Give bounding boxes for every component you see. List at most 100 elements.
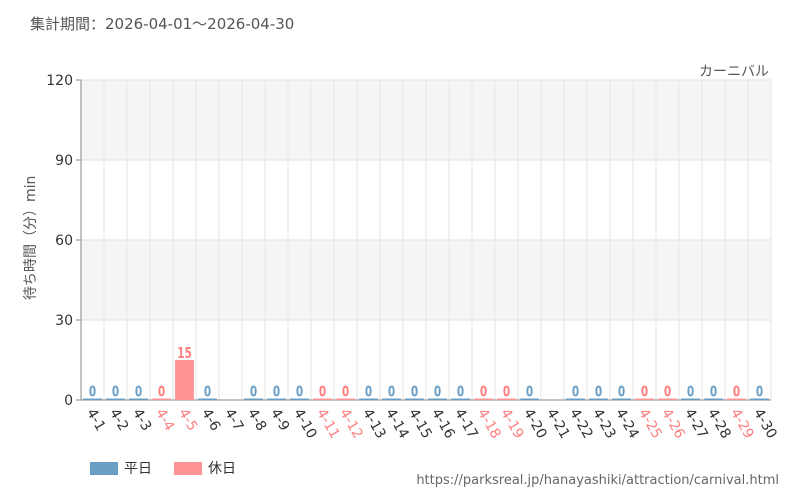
y-tick-label: 30	[55, 313, 73, 329]
bar-4-6	[198, 398, 217, 400]
x-tick-label: 4-13	[359, 406, 389, 442]
bar-4-25	[635, 398, 654, 400]
bar-4-12	[336, 398, 355, 400]
attraction-name: カーニバル	[699, 64, 769, 80]
bar-4-16	[428, 398, 447, 400]
bar-value-label: 0	[319, 384, 326, 401]
bar-4-10	[290, 398, 309, 400]
bar-4-19	[497, 398, 516, 400]
bar-value-label: 0	[526, 384, 533, 401]
bar-4-5	[175, 360, 194, 400]
x-tick-label: 4-8	[244, 406, 269, 434]
bar-4-13	[359, 398, 378, 400]
x-tick-label: 4-14	[382, 406, 412, 442]
bar-4-4	[152, 398, 171, 400]
bar-value-label: 0	[365, 384, 372, 401]
bar-value-label: 0	[112, 384, 119, 401]
bar-4-22	[566, 398, 585, 400]
bar-4-18	[474, 398, 493, 400]
bar-value-label: 0	[733, 384, 740, 401]
bar-value-label: 0	[158, 384, 165, 401]
bar-4-11	[313, 398, 332, 400]
bar-value-label: 0	[756, 384, 763, 401]
x-tick-label: 4-29	[727, 406, 757, 442]
period-label: 集計期間：2026-04-01～2026-04-30	[30, 15, 295, 33]
x-tick-label: 4-12	[336, 406, 366, 442]
x-tick-label: 4-21	[543, 406, 573, 442]
x-tick-label: 4-25	[635, 406, 665, 442]
x-tick-label: 4-4	[152, 406, 177, 434]
source-url-link[interactable]: https://parksreal.jp/hanayashiki/attract…	[416, 473, 779, 488]
bar-4-14	[382, 398, 401, 400]
y-tick-label: 0	[64, 393, 73, 409]
bar-value-label: 0	[342, 384, 349, 401]
bar-value-label: 0	[664, 384, 671, 401]
legend-label-weekday: 平日	[124, 461, 152, 477]
bar-4-17	[451, 398, 470, 400]
y-tick-label: 60	[55, 233, 73, 249]
x-tick-label: 4-24	[612, 406, 642, 442]
bar-value-label: 0	[687, 384, 694, 401]
bar-4-15	[405, 398, 424, 400]
x-tick-label: 4-27	[681, 406, 711, 442]
bar-value-label: 0	[89, 384, 96, 401]
bar-4-26	[658, 398, 677, 400]
bar-4-20	[520, 398, 539, 400]
legend: 平日 休日	[90, 458, 258, 478]
y-tick-label: 120	[46, 73, 73, 89]
bar-4-30	[750, 398, 769, 400]
x-tick-label: 4-7	[221, 406, 246, 434]
x-tick-label: 4-3	[129, 406, 154, 434]
x-tick-label: 4-26	[658, 406, 688, 442]
bar-4-2	[106, 398, 125, 400]
x-tick-label: 4-19	[497, 406, 527, 442]
bar-value-label: 0	[457, 384, 464, 401]
x-tick-label: 4-16	[428, 406, 458, 442]
legend-label-holiday: 休日	[208, 461, 236, 477]
legend-swatch-weekday	[90, 461, 118, 475]
bar-value-label: 0	[480, 384, 487, 401]
bar-value-label: 0	[572, 384, 579, 401]
bar-value-label: 0	[641, 384, 648, 401]
x-tick-label: 4-15	[405, 406, 435, 442]
bar-value-label: 0	[273, 384, 280, 401]
bar-value-label: 15	[177, 345, 192, 362]
bar-value-label: 0	[618, 384, 625, 401]
y-tick-label: 90	[55, 153, 73, 169]
x-tick-label: 4-28	[704, 406, 734, 442]
legend-item-holiday[interactable]: 休日	[174, 458, 236, 478]
x-tick-label: 4-20	[520, 406, 550, 442]
bar-4-3	[129, 398, 148, 400]
x-tick-label: 4-10	[290, 406, 320, 442]
x-tick-label: 4-18	[474, 406, 504, 442]
bar-4-29	[727, 398, 746, 400]
bar-value-label: 0	[250, 384, 257, 401]
x-tick-label: 4-30	[750, 406, 780, 442]
bar-value-label: 0	[411, 384, 418, 401]
bar-4-1	[83, 398, 102, 400]
x-tick-label: 4-11	[313, 406, 343, 442]
x-tick-label: 4-17	[451, 406, 481, 442]
bar-4-27	[681, 398, 700, 400]
legend-item-weekday[interactable]: 平日	[90, 458, 152, 478]
bar-4-28	[704, 398, 723, 400]
bar-4-24	[612, 398, 631, 400]
x-tick-label: 4-2	[106, 406, 131, 434]
x-tick-label: 4-9	[267, 406, 292, 434]
bar-value-label: 0	[595, 384, 602, 401]
bar-value-label: 0	[503, 384, 510, 401]
x-tick-label: 4-6	[198, 406, 223, 434]
bar-4-9	[267, 398, 286, 400]
bar-value-label: 0	[710, 384, 717, 401]
bar-4-23	[589, 398, 608, 400]
bar-value-label: 0	[204, 384, 211, 401]
bar-4-8	[244, 398, 263, 400]
x-tick-label: 4-23	[589, 406, 619, 442]
bar-value-label: 0	[296, 384, 303, 401]
x-tick-label: 4-5	[175, 406, 200, 434]
bar-value-label: 0	[135, 384, 142, 401]
bar-value-label: 0	[388, 384, 395, 401]
x-tick-label: 4-22	[566, 406, 596, 442]
x-tick-label: 4-1	[83, 406, 108, 434]
